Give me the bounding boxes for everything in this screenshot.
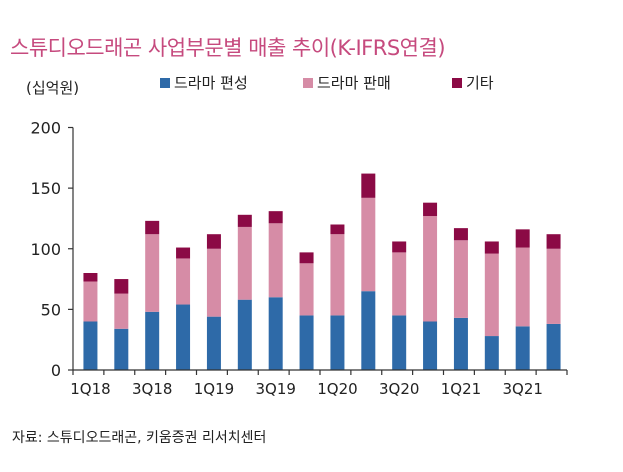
y-tick-label: 200: [30, 119, 61, 138]
bar-segment-drama-sales: 2Q20 드라마 판매: 77: [361, 197, 376, 292]
bar-segment-other: 4Q18 기타: 9: [176, 247, 191, 259]
bar-segment-other: 4Q20 기타: 11: [423, 202, 438, 217]
y-tick-label: 50: [41, 300, 61, 319]
bar-segment-drama-sales: 3Q21 드라마 판매: 65: [515, 247, 530, 327]
bar-segment-drama-sales: 3Q20 드라마 판매: 52: [392, 252, 407, 316]
bar-stack: 4Q21 드라마 편성: 384Q21 드라마 판매: 624Q21 기타: 1…: [546, 234, 561, 370]
bar-segment-other: 3Q20 기타: 9: [392, 241, 407, 253]
y-axis: 0 50 100 150 200: [30, 119, 74, 380]
bar-stack: 1Q20 드라마 편성: 451Q20 드라마 판매: 671Q20 기타: 8: [330, 224, 345, 370]
bar-segment-drama-programming: 1Q19 드라마 편성: 44: [206, 316, 221, 370]
bar-segment-other: 2Q18 기타: 12: [114, 279, 129, 294]
bar-segment-drama-sales: 4Q20 드라마 판매: 87: [423, 216, 438, 322]
bar-segment-other: 3Q21 기타: 15: [515, 229, 530, 248]
bar-segment-drama-programming: 3Q18 드라마 편성: 48: [145, 311, 160, 370]
bar-segment-drama-sales: 3Q18 드라마 판매: 64: [145, 234, 160, 312]
legend-label: 드라마 편성: [174, 74, 248, 92]
bar-segment-other: 1Q19 기타: 12: [206, 234, 221, 249]
bar-segment-drama-programming: 1Q18 드라마 편성: 40: [83, 321, 98, 370]
bar-segment-drama-programming: 3Q20 드라마 편성: 45: [392, 315, 407, 370]
legend-item-drama-programming: 드라마 편성: [160, 72, 248, 93]
bar-stack: 4Q19 드라마 편성: 454Q19 드라마 판매: 434Q19 기타: 9: [299, 252, 314, 370]
x-tick-label: 3Q19: [255, 380, 295, 398]
bar-stack: 4Q18 드라마 편성: 544Q18 드라마 판매: 384Q18 기타: 9: [176, 247, 191, 370]
bar-segment-drama-programming: 4Q19 드라마 편성: 45: [299, 315, 314, 370]
bar-segment-other: 2Q20 기타: 20: [361, 173, 376, 198]
bar-segment-other: 4Q19 기타: 9: [299, 252, 314, 264]
bar-segment-other: 2Q19 기타: 10: [237, 214, 252, 227]
y-axis-unit-label: (십억원): [26, 79, 80, 97]
legend-swatch-drama-sales: [303, 77, 313, 88]
bar-stack: 3Q21 드라마 편성: 363Q21 드라마 판매: 653Q21 기타: 1…: [515, 229, 530, 370]
x-tick-label: 1Q19: [194, 380, 234, 398]
x-axis: 1Q18 3Q18 1Q19 3Q19 1Q20 3Q20 1Q21 3Q21: [70, 369, 568, 398]
bar-segment-other: 1Q18 기타: 7: [83, 273, 98, 282]
legend-label: 드라마 판매: [317, 74, 391, 92]
bar-segment-drama-sales: 3Q19 드라마 판매: 61: [268, 223, 283, 298]
bar-segment-drama-programming: 2Q18 드라마 편성: 34: [114, 328, 129, 370]
bar-segment-drama-sales: 4Q21 드라마 판매: 62: [546, 248, 561, 324]
x-tick-label: 1Q18: [70, 380, 110, 398]
bar-segment-drama-programming: 2Q20 드라마 편성: 65: [361, 291, 376, 370]
bar-segment-drama-sales: 2Q18 드라마 판매: 29: [114, 293, 129, 329]
bar-stack: 2Q20 드라마 편성: 652Q20 드라마 판매: 772Q20 기타: 2…: [361, 173, 376, 370]
y-tick-label: 150: [30, 179, 61, 198]
y-tick-label: 100: [30, 240, 61, 259]
legend: 드라마 편성 드라마 판매 기타: [0, 72, 623, 94]
legend-item-other: 기타: [452, 72, 494, 93]
x-tick-label: 3Q21: [502, 380, 542, 398]
bar-segment-drama-sales: 1Q21 드라마 판매: 64: [453, 240, 468, 318]
y-tick-label: 0: [51, 361, 61, 380]
x-tick-label: 3Q20: [379, 380, 419, 398]
bar-segment-drama-programming: 1Q20 드라마 편성: 45: [330, 315, 345, 370]
legend-label: 기타: [466, 74, 494, 92]
x-tick-label: 1Q20: [317, 380, 357, 398]
bar-segment-drama-programming: 3Q21 드라마 편성: 36: [515, 326, 530, 370]
bar-stack: 4Q20 드라마 편성: 404Q20 드라마 판매: 874Q20 기타: 1…: [423, 202, 438, 370]
bar-segment-drama-programming: 1Q21 드라마 편성: 43: [453, 317, 468, 370]
x-tick-label: 3Q18: [132, 380, 172, 398]
bar-segment-other: 4Q21 기타: 12: [546, 234, 561, 249]
bar-segment-drama-programming: 4Q21 드라마 편성: 38: [546, 323, 561, 370]
bar-stack: 2Q18 드라마 편성: 342Q18 드라마 판매: 292Q18 기타: 1…: [114, 279, 129, 370]
bar-segment-drama-sales: 4Q19 드라마 판매: 43: [299, 263, 314, 316]
bar-segment-drama-sales: 2Q19 드라마 판매: 60: [237, 226, 252, 300]
bar-segment-drama-programming: 4Q20 드라마 편성: 40: [423, 321, 438, 370]
bar-segment-other: 3Q18 기타: 11: [145, 220, 160, 235]
bar-segment-drama-programming: 4Q18 드라마 편성: 54: [176, 304, 191, 370]
source-note: 자료: 스튜디오드래곤, 키움증권 리서치센터: [12, 430, 267, 446]
legend-item-drama-sales: 드라마 판매: [303, 72, 391, 93]
bar-segment-drama-sales: 4Q18 드라마 판매: 38: [176, 258, 191, 305]
bar-segment-drama-sales: 2Q21 드라마 판매: 68: [484, 253, 499, 337]
bar-stack: 3Q19 드라마 편성: 603Q19 드라마 판매: 613Q19 기타: 1…: [268, 211, 283, 370]
bar-stack: 3Q20 드라마 편성: 453Q20 드라마 판매: 523Q20 기타: 9: [392, 241, 407, 370]
chart-title: 스튜디오드래곤 사업부문별 매출 추이(K-IFRS연결): [10, 36, 446, 60]
bar-segment-other: 2Q21 기타: 10: [484, 241, 499, 254]
bar-stack: 1Q19 드라마 편성: 441Q19 드라마 판매: 561Q19 기타: 1…: [206, 234, 221, 370]
bar-segment-drama-programming: 2Q21 드라마 편성: 28: [484, 336, 499, 370]
bar-stack: 2Q19 드라마 편성: 582Q19 드라마 판매: 602Q19 기타: 1…: [237, 214, 252, 370]
bar-segment-drama-programming: 3Q19 드라마 편성: 60: [268, 297, 283, 370]
bar-segment-other: 1Q21 기타: 10: [453, 228, 468, 241]
bar-stack: 1Q21 드라마 편성: 431Q21 드라마 판매: 641Q21 기타: 1…: [453, 228, 468, 370]
legend-swatch-other: [452, 77, 462, 88]
bar-segment-drama-sales: 1Q20 드라마 판매: 67: [330, 234, 345, 316]
bar-segment-other: 1Q20 기타: 8: [330, 224, 345, 235]
legend-swatch-drama-programming: [160, 77, 170, 88]
bar-segment-drama-sales: 1Q19 드라마 판매: 56: [206, 248, 221, 317]
bar-segment-drama-sales: 1Q18 드라마 판매: 33: [83, 281, 98, 322]
bar-segment-drama-programming: 2Q19 드라마 편성: 58: [237, 299, 252, 370]
bar-stack: 1Q18 드라마 편성: 401Q18 드라마 판매: 331Q18 기타: 7: [83, 273, 98, 370]
bars: 1Q18 드라마 편성: 401Q18 드라마 판매: 331Q18 기타: 7…: [83, 173, 561, 370]
bar-stack: 2Q21 드라마 편성: 282Q21 드라마 판매: 682Q21 기타: 1…: [484, 241, 499, 370]
bar-stack: 3Q18 드라마 편성: 483Q18 드라마 판매: 643Q18 기타: 1…: [145, 220, 160, 370]
bar-segment-other: 3Q19 기타: 10: [268, 211, 283, 224]
x-tick-label: 1Q21: [441, 380, 481, 398]
